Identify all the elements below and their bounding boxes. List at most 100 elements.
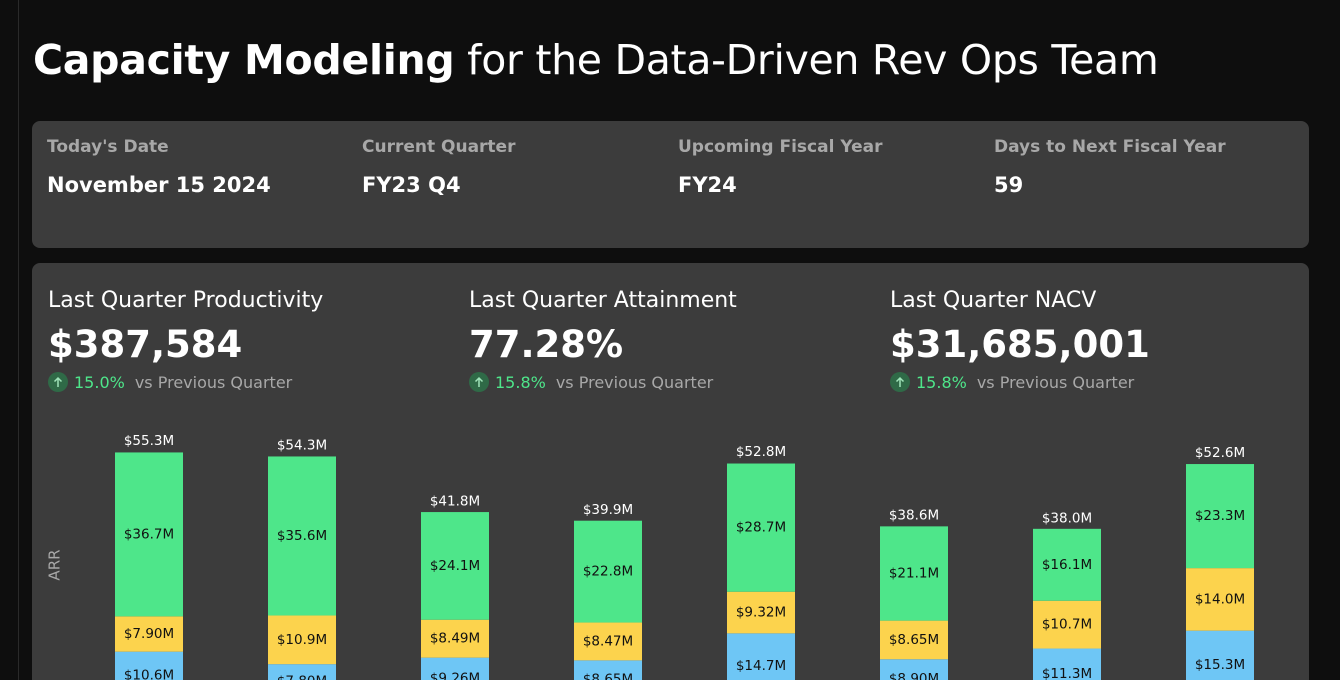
segment-label: $14.0M — [1195, 591, 1245, 607]
kpi-change: 15.0% — [74, 372, 125, 392]
info-card: Today's Date November 15 2024 Current Qua… — [32, 121, 1309, 248]
segment-label: $11.3M — [1042, 666, 1092, 680]
y-axis-label: ARR — [46, 549, 64, 580]
bar-segment — [115, 651, 183, 680]
kpi-delta: 15.8% vs Previous Quarter — [469, 372, 737, 392]
arrow — [474, 376, 484, 387]
total-label: $54.3M — [277, 437, 327, 453]
bar-segment — [268, 615, 336, 665]
kpi-value: $31,685,001 — [890, 323, 1150, 366]
total-label: $39.9M — [583, 502, 633, 518]
chart: ARR $10.6M $7.90M $36.7M $55.3M $7.80M $10.9M… — [46, 433, 1254, 680]
kpi-value: $387,584 — [48, 323, 243, 366]
segment-label: $8.65M — [889, 632, 939, 648]
bar-segment — [421, 619, 489, 658]
up-icon — [48, 372, 68, 392]
info-item: Current Quarter FY23 Q4 — [362, 137, 515, 197]
metrics-card: Last Quarter Productivity $387,584 15.0%… — [32, 263, 1309, 680]
bar-segment — [880, 659, 948, 680]
sidebar-edge — [18, 0, 19, 680]
title-bold: Capacity Modeling — [33, 36, 455, 84]
bar-segment — [574, 660, 642, 680]
info-label: Upcoming Fiscal Year — [678, 137, 883, 157]
total-label: $38.0M — [1042, 510, 1092, 526]
segment-label: $7.80M — [277, 674, 327, 680]
segment-label: $9.32M — [736, 605, 786, 621]
segment-label: $10.9M — [277, 632, 327, 648]
segment-label: $22.8M — [583, 564, 633, 580]
segment-label: $36.7M — [124, 526, 174, 542]
total-label: $38.6M — [889, 508, 939, 524]
bar-segment — [727, 463, 795, 592]
page-title: Capacity Modeling for the Data-Driven Re… — [33, 36, 1159, 84]
kpi: Last Quarter Productivity $387,584 15.0%… — [48, 288, 323, 392]
info-label: Current Quarter — [362, 137, 516, 157]
segment-label: $7.90M — [124, 626, 174, 642]
arrow — [53, 376, 63, 387]
segment-label: $8.90M — [889, 671, 939, 680]
bar-segment — [421, 657, 489, 680]
total-label: $55.3M — [124, 433, 174, 449]
bar-segment — [880, 620, 948, 660]
bar-segment — [1033, 648, 1101, 680]
kpi: Last Quarter NACV $31,685,001 15.8% vs Pr… — [890, 288, 1150, 392]
segment-label: $14.7M — [736, 658, 786, 674]
segment-label: $8.47M — [583, 633, 633, 649]
bar-segment — [115, 452, 183, 617]
bar-segment — [727, 633, 795, 680]
up-icon — [890, 372, 910, 392]
segment-label: $21.1M — [889, 565, 939, 581]
bar-segment — [1186, 630, 1254, 680]
title-rest: for the Data-Driven Rev Ops Team — [467, 36, 1159, 84]
segment-label: $16.1M — [1042, 557, 1092, 573]
bar-segment — [727, 591, 795, 634]
kpi-delta: 15.8% vs Previous Quarter — [890, 372, 1150, 392]
info-value: 59 — [994, 173, 1024, 197]
bar-segment — [115, 616, 183, 652]
kpi-label: Last Quarter NACV — [890, 288, 1097, 313]
segment-label: $8.49M — [430, 631, 480, 647]
kpi-label: Last Quarter Productivity — [48, 288, 324, 313]
bar-segment — [574, 622, 642, 661]
kpi-delta: 15.0% vs Previous Quarter — [48, 372, 323, 392]
bar-segment — [268, 456, 336, 616]
kpi-value: 77.28% — [469, 323, 624, 366]
segment-label: $15.3M — [1195, 657, 1245, 673]
total-label: $52.8M — [736, 444, 786, 460]
bar-segment — [1186, 464, 1254, 569]
info-label: Today's Date — [47, 137, 169, 157]
info-item: Days to Next Fiscal Year 59 — [994, 137, 1226, 197]
bar-segment — [1033, 528, 1101, 601]
segment-label: $35.6M — [277, 528, 327, 544]
segment-label: $10.7M — [1042, 617, 1092, 633]
bar-segment — [1033, 600, 1101, 649]
bar-segment — [1186, 568, 1254, 631]
segment-label: $28.7M — [736, 520, 786, 536]
kpi-comparison: vs Previous Quarter — [555, 372, 714, 392]
kpi: Last Quarter Attainment 77.28% 15.8% vs P… — [469, 288, 737, 392]
bar-segment — [880, 526, 948, 621]
arrow — [895, 376, 905, 387]
kpi-label: Last Quarter Attainment — [469, 288, 737, 313]
kpi-change: 15.8% — [916, 372, 967, 392]
segment-label: $24.1M — [430, 558, 480, 574]
segment-label: $8.65M — [583, 672, 633, 680]
segment-label: $10.6M — [124, 667, 174, 680]
info-value: FY23 Q4 — [362, 173, 461, 197]
info-item: Today's Date November 15 2024 — [47, 137, 271, 197]
kpi-comparison: vs Previous Quarter — [976, 372, 1135, 392]
info-value: FY24 — [678, 173, 737, 197]
segment-label: $9.26M — [430, 670, 480, 680]
info-value: November 15 2024 — [47, 173, 271, 197]
info-item: Upcoming Fiscal Year FY24 — [678, 137, 882, 197]
kpi-change: 15.8% — [495, 372, 546, 392]
info-label: Days to Next Fiscal Year — [994, 137, 1226, 157]
bar-segment — [421, 512, 489, 620]
segment-label: $23.3M — [1195, 508, 1245, 524]
bar-segment — [268, 664, 336, 680]
bar-segment — [574, 520, 642, 623]
kpi-comparison: vs Previous Quarter — [134, 372, 293, 392]
up-icon — [469, 372, 489, 392]
total-label: $52.6M — [1195, 445, 1245, 461]
